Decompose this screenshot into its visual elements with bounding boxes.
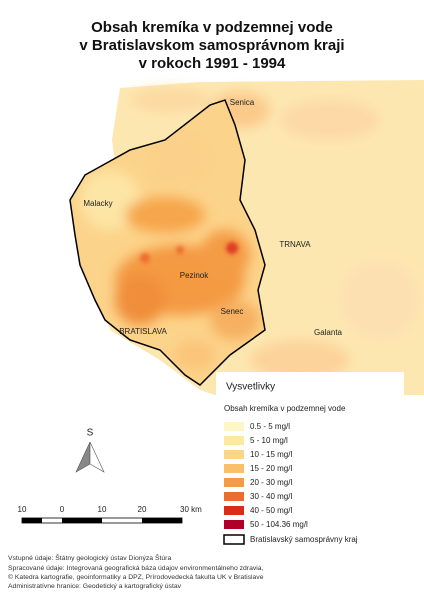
legend-label: 0.5 - 5 mg/l	[250, 422, 290, 431]
legend-label: 20 - 30 mg/l	[250, 478, 292, 487]
legend-swatch	[224, 492, 244, 501]
place-label: Galanta	[314, 328, 343, 337]
legend-title: Vysvetlivky	[226, 382, 275, 393]
place-label: TRNAVA	[279, 240, 311, 249]
boundary-swatch	[223, 534, 245, 545]
scale-label: 10	[18, 505, 27, 514]
title-line: Obsah kremíka v podzemnej vode	[91, 19, 333, 36]
place-label: BRATISLAVA	[119, 327, 167, 336]
title-line: v rokoch 1991 - 1994	[139, 55, 286, 72]
legend-label: 15 - 20 mg/l	[250, 464, 292, 473]
footer-line: Administratívne hranice: Geodetický a ka…	[8, 583, 182, 590]
footer-line: Vstupné údaje: Štátny geologický ústav D…	[8, 553, 171, 562]
region-boundary	[69, 99, 266, 386]
north-label: S	[87, 428, 94, 439]
scale-bar: 10 0 10 20 30 km	[18, 505, 202, 524]
legend-swatch	[224, 520, 244, 529]
footer-line: Spracované údaje: Integrovaná geografick…	[8, 565, 264, 572]
title-line: v Bratislavskom samosprávnom kraji	[79, 37, 344, 54]
legend-label: 50 - 104.36 mg/l	[250, 520, 308, 529]
legend-swatch	[224, 506, 244, 515]
legend-label: 10 - 15 mg/l	[250, 450, 292, 459]
scale-label: 30 km	[180, 505, 202, 514]
footer-line: © Katedra kartografie, geoinformatiky a …	[8, 573, 264, 581]
legend-label: 5 - 10 mg/l	[250, 436, 288, 445]
legend-subtitle: Obsah kremíka v podzemnej vode	[224, 404, 346, 413]
footer: Vstupné údaje: Štátny geologický ústav D…	[8, 553, 264, 590]
boundary-label: Bratislavský samosprávny kraj	[250, 535, 358, 544]
legend-swatch	[224, 422, 244, 431]
scale-label: 0	[60, 505, 65, 514]
place-label: Senica	[230, 98, 255, 107]
legend: Vysvetlivky Obsah kremíka v podzemnej vo…	[216, 372, 404, 548]
legend-swatch	[224, 450, 244, 459]
scale-label: 20	[138, 505, 147, 514]
place-label: Malacky	[83, 199, 112, 208]
map: Senica Malacky TRNAVA Pezinok Senec BRAT…	[69, 80, 424, 395]
scale-label: 10	[98, 505, 107, 514]
legend-swatch	[224, 436, 244, 445]
legend-box	[216, 372, 404, 548]
legend-swatch	[224, 464, 244, 473]
place-label: Pezinok	[180, 271, 209, 280]
legend-swatch	[224, 478, 244, 487]
legend-label: 40 - 50 mg/l	[250, 506, 292, 515]
place-label: Senec	[221, 307, 244, 316]
legend-label: 30 - 40 mg/l	[250, 492, 292, 501]
north-arrow: S	[75, 428, 105, 473]
